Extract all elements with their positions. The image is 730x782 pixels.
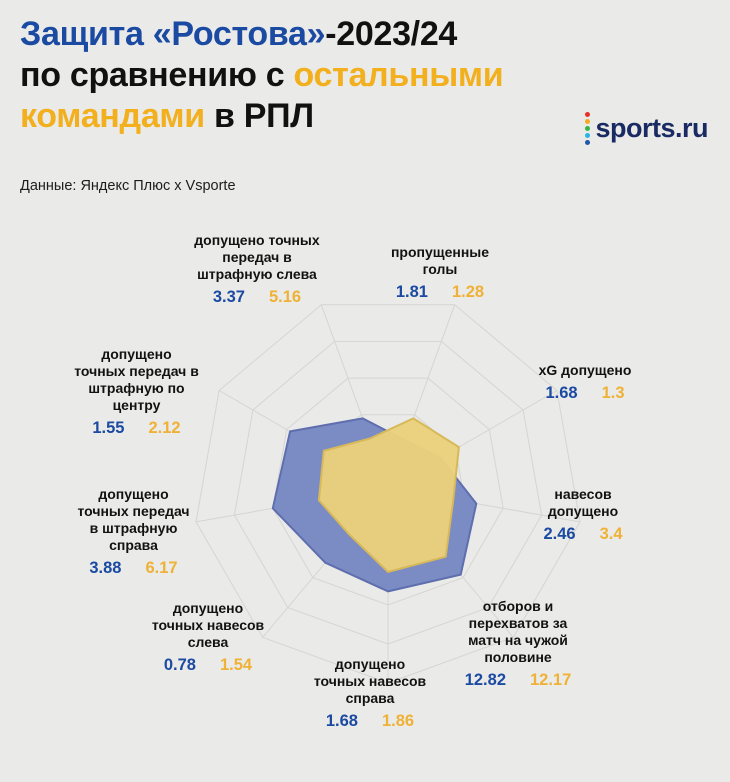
axis-values: 3.88 6.17 [76, 559, 191, 578]
logo-dot [585, 119, 591, 124]
axis-accurate-crosses-left: допущено точных навесов слева 0.78 1.54 [148, 600, 268, 675]
league-value: 5.16 [269, 288, 302, 307]
axis-pass-box-right: допущено точных передач в штрафную справ… [76, 486, 191, 578]
league-value: 1.3 [601, 384, 625, 403]
title-line-3: командами в РПЛ [20, 96, 710, 137]
axis-goals-conceded: пропущенные голы 1.81 1.28 [385, 244, 495, 302]
radar-spoke [262, 487, 389, 638]
axis-label-text: допущено точных передач в штрафную справ… [77, 486, 190, 554]
league-value: 1.54 [220, 656, 253, 675]
league-series-polygon [317, 417, 460, 573]
logo-dots-icon [585, 112, 591, 145]
title-line-2: по сравнению с остальными [20, 55, 710, 96]
radar-spoke [387, 304, 456, 489]
title-team-highlight: Защита «Ростова» [20, 15, 326, 53]
logo-dot [585, 112, 591, 117]
axis-accurate-crosses-right: допущено точных навесов справа 1.68 1.86 [310, 656, 430, 731]
league-value: 2.12 [148, 419, 181, 438]
rostov-value: 2.46 [543, 525, 576, 544]
axis-values: 12.82 12.17 [458, 671, 578, 690]
axis-values: 1.81 1.28 [385, 283, 495, 302]
title-season: -2023/24 [325, 15, 458, 53]
league-value: 1.86 [382, 712, 415, 731]
radar-spoke [387, 390, 558, 489]
title-others-highlight-1: остальными [293, 55, 504, 94]
axis-label-text: xG допущено [538, 362, 632, 378]
header: Защита «Ростова»-2023/24 по сравнению с … [20, 14, 710, 145]
rostov-value: 1.81 [395, 283, 428, 302]
radar-grid-ring [349, 450, 427, 528]
axis-label-text: отборов и перехватов за матч на чужой по… [468, 598, 568, 666]
axis-label-text: допущено точных навесов слева [151, 600, 265, 651]
logo-dot [585, 140, 591, 145]
data-source-caption: Данные: Яндекс Плюс x Vsporte [20, 178, 236, 194]
rostov-series-polygon [271, 417, 478, 593]
axis-pass-box-left: допущено точных передач в штрафную слева… [192, 232, 322, 307]
axis-label-text: пропущенные голы [390, 244, 490, 278]
rostov-value: 12.82 [464, 671, 506, 690]
rostov-value: 3.37 [212, 288, 245, 307]
rostov-value: 1.68 [545, 384, 578, 403]
logo-dot [585, 126, 591, 131]
logo-text: sports.ru [595, 113, 708, 143]
radar-spoke [218, 390, 389, 489]
rostov-value: 1.55 [92, 419, 125, 438]
rostov-value: 3.88 [89, 559, 122, 578]
sports-ru-logo[interactable]: sports.ru [585, 112, 708, 145]
axis-crosses-allowed: навесов допущено 2.46 3.4 [538, 486, 628, 544]
logo-dot [585, 133, 591, 138]
axis-values: 1.68 1.86 [310, 712, 430, 731]
axis-label-text: допущено точных навесов справа [313, 656, 427, 707]
axis-values: 2.46 3.4 [538, 525, 628, 544]
league-value: 1.28 [452, 283, 485, 302]
radar-grid-ring [310, 414, 466, 567]
title-line-1: Защита «Ростова»-2023/24 [20, 14, 710, 55]
axis-label-text: допущено точных передач в штрафную по це… [74, 346, 199, 414]
axis-xg-conceded: xG допущено 1.68 1.3 [520, 362, 650, 403]
page-title: Защита «Ростова»-2023/24 по сравнению с … [20, 14, 710, 136]
title-league-text: в РПЛ [204, 96, 314, 135]
league-value: 3.4 [599, 525, 623, 544]
axis-pass-box-center: допущено точных передач в штрафную по це… [74, 346, 199, 438]
axis-tackles-interceptions: отборов и перехватов за матч на чужой по… [458, 598, 578, 690]
league-value: 6.17 [145, 559, 178, 578]
radar-spoke [195, 487, 389, 523]
axis-label-text: допущено точных передач в штрафную слева [194, 232, 320, 283]
radar-grid-ring [272, 377, 504, 606]
axis-values: 3.37 5.16 [192, 288, 322, 307]
axis-values: 1.68 1.3 [520, 384, 650, 403]
axis-values: 0.78 1.54 [148, 656, 268, 675]
title-compare-text: по сравнению с [20, 55, 294, 94]
axis-label-text: навесов допущено [547, 486, 619, 520]
radar-spoke [320, 304, 389, 489]
axis-values: 1.55 2.12 [74, 419, 199, 438]
rostov-value: 0.78 [163, 656, 196, 675]
title-others-highlight-2: командами [20, 96, 205, 135]
league-value: 12.17 [530, 671, 572, 690]
rostov-value: 1.68 [325, 712, 358, 731]
